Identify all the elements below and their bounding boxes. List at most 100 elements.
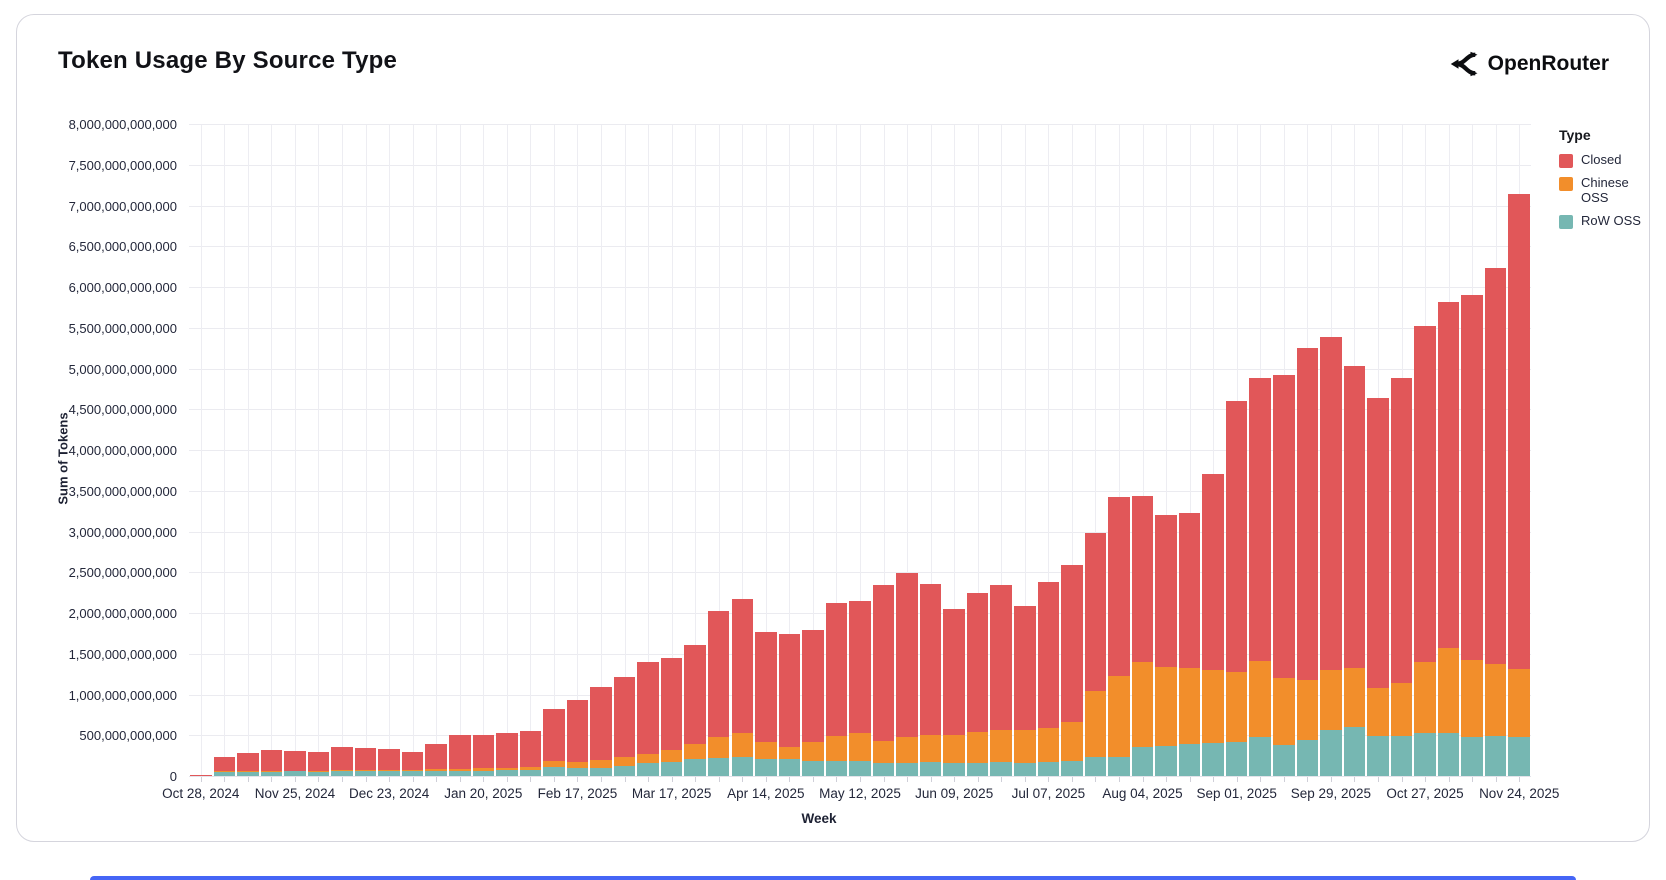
bar-segment-row-oss[interactable] [1037, 761, 1060, 777]
bar-sep-08-2025[interactable] [1249, 377, 1271, 777]
bar-jun-16-2025[interactable] [966, 592, 989, 777]
bar-segment-closed[interactable] [707, 610, 730, 737]
bar-segment-closed[interactable] [472, 734, 495, 769]
bar-segment-chinese-oss[interactable] [660, 749, 683, 762]
bar-feb-17-2025[interactable] [566, 700, 589, 777]
bar-segment-row-oss[interactable] [660, 761, 683, 777]
bar-segment-row-oss[interactable] [284, 771, 306, 777]
bar-feb-24-2025[interactable] [590, 687, 612, 777]
bar-segment-row-oss[interactable] [1249, 737, 1271, 777]
bar-segment-closed[interactable] [1108, 497, 1130, 676]
bar-dec-23-2024[interactable] [378, 748, 400, 777]
bar-segment-row-oss[interactable] [354, 771, 377, 777]
bar-segment-row-oss[interactable] [472, 770, 495, 777]
bar-segment-chinese-oss[interactable] [684, 744, 706, 759]
bar-segment-chinese-oss[interactable] [1249, 661, 1271, 738]
bar-aug-11-2025[interactable] [1155, 514, 1177, 777]
bar-segment-row-oss[interactable] [1390, 736, 1413, 777]
bar-segment-closed[interactable] [425, 744, 447, 770]
bar-sep-29-2025[interactable] [1320, 336, 1342, 777]
bar-segment-row-oss[interactable] [331, 771, 353, 777]
bar-segment-chinese-oss[interactable] [237, 771, 259, 772]
bar-segment-closed[interactable] [260, 749, 283, 771]
bar-apr-14-2025[interactable] [755, 631, 777, 777]
bar-segment-chinese-oss[interactable] [543, 761, 565, 767]
bar-segment-chinese-oss[interactable] [990, 730, 1013, 763]
bar-mar-03-2025[interactable] [613, 676, 636, 777]
bar-segment-closed[interactable] [1273, 375, 1295, 679]
bar-segment-row-oss[interactable] [1014, 762, 1036, 777]
bar-nov-04-2024[interactable] [213, 756, 236, 777]
bar-segment-row-oss[interactable] [825, 761, 848, 777]
bar-segment-closed[interactable] [307, 751, 330, 771]
bar-oct-13-2025[interactable] [1367, 398, 1389, 777]
bar-sep-01-2025[interactable] [1225, 401, 1248, 777]
bar-segment-row-oss[interactable] [1178, 744, 1201, 777]
bar-segment-row-oss[interactable] [425, 770, 447, 777]
bar-segment-closed[interactable] [519, 731, 542, 768]
bar-segment-chinese-oss[interactable] [1461, 660, 1483, 738]
bar-jul-07-2025[interactable] [1037, 582, 1060, 777]
bar-may-26-2025[interactable] [896, 573, 918, 777]
bar-segment-closed[interactable] [378, 748, 400, 771]
bar-segment-row-oss[interactable] [1061, 760, 1083, 777]
bar-segment-row-oss[interactable] [849, 760, 871, 777]
bar-may-05-2025[interactable] [825, 602, 848, 777]
bar-segment-closed[interactable] [1437, 301, 1460, 648]
bar-segment-closed[interactable] [1155, 514, 1177, 668]
bar-apr-07-2025[interactable] [731, 598, 754, 777]
bar-mar-10-2025[interactable] [637, 662, 659, 777]
bar-segment-chinese-oss[interactable] [1037, 727, 1060, 762]
bar-segment-closed[interactable] [872, 584, 895, 742]
bar-segment-row-oss[interactable] [1202, 743, 1224, 777]
bar-segment-closed[interactable] [354, 748, 377, 771]
bar-mar-17-2025[interactable] [660, 658, 683, 777]
bar-segment-closed[interactable] [1014, 605, 1036, 731]
bar-segment-chinese-oss[interactable] [519, 767, 542, 771]
bar-dec-09-2024[interactable] [331, 747, 353, 777]
bar-segment-row-oss[interactable] [1320, 730, 1342, 777]
bar-nov-24-2025[interactable] [1508, 194, 1530, 777]
legend-item-chinese-oss[interactable]: Chinese OSS [1559, 175, 1663, 206]
bar-nov-03-2025[interactable] [1437, 301, 1460, 777]
bar-segment-row-oss[interactable] [637, 763, 659, 777]
bar-segment-chinese-oss[interactable] [401, 770, 424, 772]
bar-dec-02-2024[interactable] [307, 751, 330, 777]
bar-segment-closed[interactable] [1414, 326, 1436, 662]
bar-nov-11-2024[interactable] [237, 753, 259, 777]
bar-apr-21-2025[interactable] [778, 633, 801, 777]
bar-segment-row-oss[interactable] [1225, 741, 1248, 777]
bar-segment-chinese-oss[interactable] [1508, 669, 1530, 738]
bar-segment-chinese-oss[interactable] [1437, 647, 1460, 733]
bar-segment-chinese-oss[interactable] [590, 759, 612, 768]
bar-segment-chinese-oss[interactable] [448, 768, 471, 771]
bar-segment-row-oss[interactable] [401, 771, 424, 777]
bar-segment-closed[interactable] [731, 598, 754, 733]
bar-segment-closed[interactable] [237, 753, 259, 772]
bar-segment-row-oss[interactable] [1437, 733, 1460, 777]
bar-may-19-2025[interactable] [872, 584, 895, 777]
bar-segment-chinese-oss[interactable] [566, 762, 589, 769]
bar-segment-chinese-oss[interactable] [425, 769, 447, 771]
bar-segment-closed[interactable] [684, 645, 706, 745]
bar-mar-31-2025[interactable] [707, 610, 730, 777]
bar-nov-18-2024[interactable] [260, 749, 283, 777]
bar-nov-25-2024[interactable] [284, 750, 306, 777]
bar-segment-chinese-oss[interactable] [1296, 680, 1319, 741]
bar-segment-chinese-oss[interactable] [1202, 669, 1224, 744]
bar-segment-row-oss[interactable] [778, 759, 801, 777]
bar-segment-closed[interactable] [778, 633, 801, 748]
bar-segment-closed[interactable] [1202, 473, 1224, 670]
bar-segment-row-oss[interactable] [1296, 740, 1319, 777]
bar-segment-row-oss[interactable] [237, 771, 259, 777]
bar-segment-chinese-oss[interactable] [1108, 675, 1130, 757]
bar-segment-row-oss[interactable] [1343, 727, 1366, 777]
bar-segment-row-oss[interactable] [896, 762, 918, 777]
bar-segment-closed[interactable] [590, 687, 612, 760]
bar-segment-closed[interactable] [849, 600, 871, 734]
bar-segment-closed[interactable] [1461, 295, 1483, 661]
bar-segment-closed[interactable] [896, 573, 918, 737]
bar-segment-closed[interactable] [190, 774, 212, 777]
bar-jun-02-2025[interactable] [919, 583, 942, 777]
bar-segment-chinese-oss[interactable] [755, 742, 777, 759]
